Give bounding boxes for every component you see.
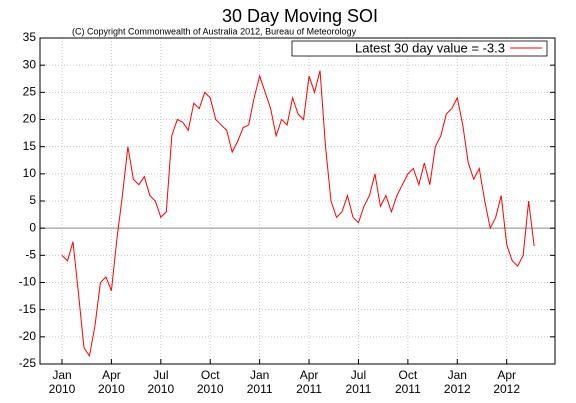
x-tick-label-line: Apr xyxy=(102,368,121,382)
chart-title: 30 Day Moving SOI xyxy=(222,6,378,26)
x-tick-label-line: 2011 xyxy=(247,382,273,396)
y-tick-label: 25 xyxy=(23,85,37,99)
x-tick-label-line: Oct xyxy=(201,368,220,382)
y-tick-label: 20 xyxy=(23,112,37,126)
y-tick-label: 0 xyxy=(29,220,36,234)
y-tick-label: -25 xyxy=(19,356,37,370)
x-tick-label-line: 2011 xyxy=(296,382,322,396)
x-tick-label-line: Jan xyxy=(250,368,269,382)
x-tick-label-line: Jan xyxy=(52,368,71,382)
x-tick-label: Jul 2010 xyxy=(147,368,174,396)
legend-label: Latest 30 day value = -3.3 xyxy=(355,40,505,55)
x-tick-label: Jan 2011 xyxy=(247,368,273,396)
y-tick-label: 30 xyxy=(23,57,37,71)
y-tick-label: 5 xyxy=(29,193,36,207)
x-tick-label-line: 2011 xyxy=(395,382,421,396)
x-tick-label-line: Jul xyxy=(351,368,366,382)
x-tick-label: Jul 2011 xyxy=(346,368,372,396)
y-tick-label: -5 xyxy=(25,248,36,262)
x-tick-label-line: 2010 xyxy=(147,382,174,396)
x-tick-label-line: 2011 xyxy=(346,382,372,396)
plot-frame xyxy=(39,37,556,365)
x-tick-label-line: 2012 xyxy=(444,382,471,396)
x-tick-label-line: Jul xyxy=(153,368,168,382)
x-tick-label: Apr 2010 xyxy=(98,368,125,396)
x-tick-label: Apr 2012 xyxy=(493,368,520,396)
x-tick-label: Apr 2011 xyxy=(296,368,322,396)
legend-box xyxy=(291,40,548,57)
x-tick-label: Oct 2010 xyxy=(197,368,224,396)
y-tick-label: 35 xyxy=(23,30,37,44)
x-tick-label-line: 2010 xyxy=(197,382,224,396)
chart-subtitle: (C) Copyright Commonwealth of Australia … xyxy=(72,26,357,36)
x-tick-label: Jan 2012 xyxy=(444,368,471,396)
y-tick-label: -20 xyxy=(19,329,37,343)
x-tick-label-line: Apr xyxy=(497,368,516,382)
y-tick-label: -10 xyxy=(19,275,37,289)
y-tick-label: -15 xyxy=(19,302,37,316)
x-tick-label-line: Apr xyxy=(300,368,319,382)
x-tick-label-line: 2010 xyxy=(98,382,125,396)
x-tick-label-line: 2010 xyxy=(49,382,76,396)
x-tick-label-line: Jan xyxy=(448,368,467,382)
y-tick-label: 10 xyxy=(23,166,37,180)
x-tick-label: Jan 2010 xyxy=(49,368,76,396)
x-tick-label: Oct 2011 xyxy=(395,368,421,396)
x-tick-label-line: 2012 xyxy=(493,382,520,396)
series-line xyxy=(61,70,535,358)
y-tick-label: 15 xyxy=(23,139,37,153)
x-tick-label-line: Oct xyxy=(399,368,418,382)
